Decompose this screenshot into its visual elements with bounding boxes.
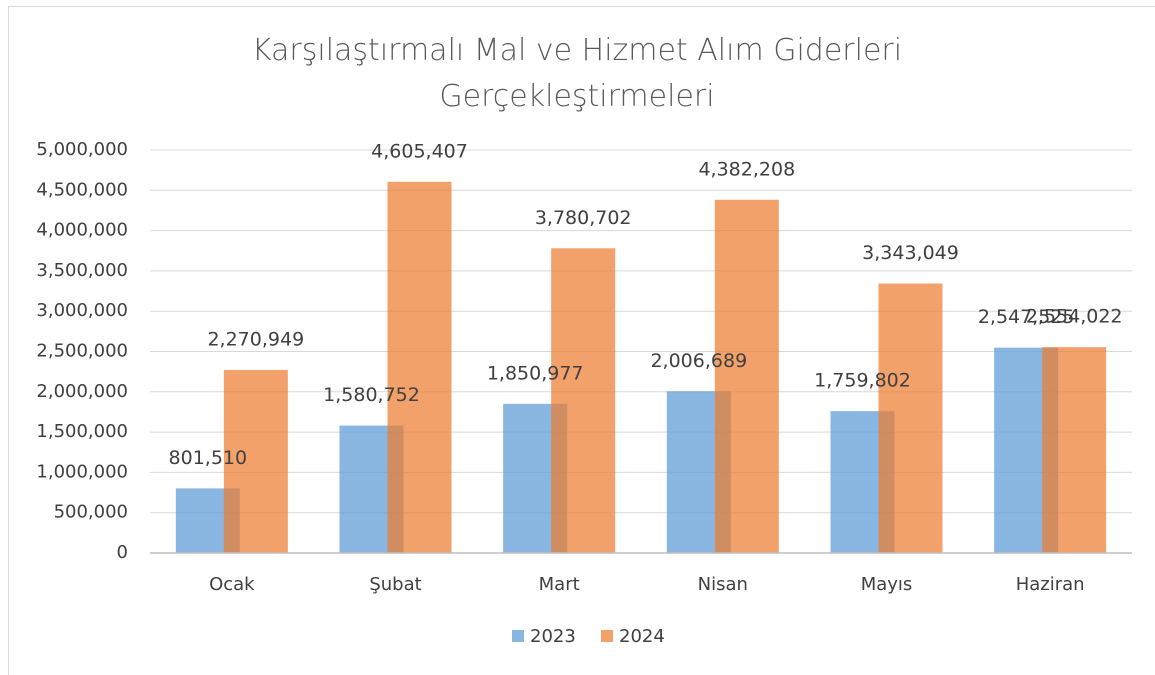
y-tick-label: 2,500,000	[36, 341, 128, 362]
legend-swatch	[512, 630, 524, 642]
bar	[714, 199, 779, 553]
data-label: 2,270,949	[207, 328, 304, 350]
data-label: 2,006,689	[650, 350, 747, 372]
y-tick-label: 1,500,000	[36, 421, 128, 442]
legend-swatch	[601, 630, 613, 642]
x-tick-label: Haziran	[1016, 574, 1085, 595]
legend-label: 2023	[530, 626, 576, 647]
legend-label: 2024	[619, 626, 665, 647]
y-tick-label: 1,000,000	[36, 461, 128, 482]
y-tick-label: 3,500,000	[36, 260, 128, 281]
data-label: 4,382,208	[698, 158, 795, 180]
x-tick-label: Nisan	[698, 574, 748, 595]
chart-title: Karşılaştırmalı Mal ve Hizmet Alım Gider…	[251, 33, 903, 114]
bar	[878, 283, 943, 553]
chart-border	[8, 6, 1155, 675]
bar	[223, 369, 288, 553]
x-tick-label: Şubat	[369, 574, 421, 595]
x-tick-label: Ocak	[209, 574, 255, 595]
data-label: 1,580,752	[323, 384, 420, 406]
data-label: 1,850,977	[487, 362, 584, 384]
y-tick-label: 2,000,000	[36, 381, 128, 402]
x-tick-label: Mayıs	[861, 574, 913, 595]
data-label: 2,547,525	[978, 306, 1075, 328]
data-label: 1,759,802	[814, 370, 911, 392]
bar	[1042, 347, 1107, 553]
y-tick-label: 3,000,000	[36, 300, 128, 321]
data-label: 3,343,049	[862, 242, 959, 264]
y-tick-label: 0	[117, 542, 128, 563]
data-label: 4,605,407	[371, 140, 468, 162]
data-label: 801,510	[169, 447, 248, 469]
y-tick-label: 4,500,000	[36, 179, 128, 200]
bar	[387, 181, 452, 553]
y-tick-label: 5,000,000	[36, 139, 128, 160]
data-label: 3,780,702	[535, 207, 632, 229]
x-tick-label: Mart	[539, 574, 580, 595]
y-tick-label: 500,000	[54, 502, 128, 523]
bar	[551, 248, 616, 553]
y-tick-label: 4,000,000	[36, 220, 128, 241]
data-label: 2,554,022	[1026, 306, 1123, 328]
